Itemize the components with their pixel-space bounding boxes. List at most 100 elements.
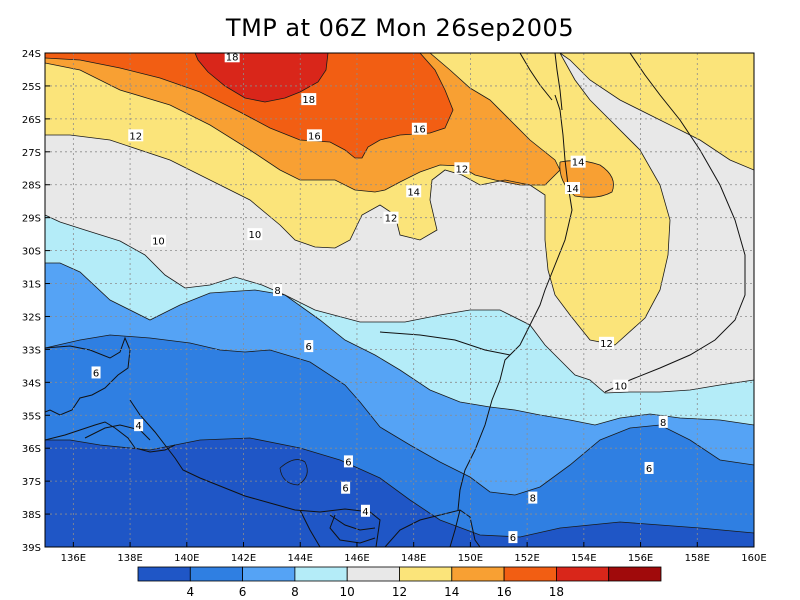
contour-label-bg xyxy=(644,461,654,474)
y-tick-label: 31S xyxy=(22,280,41,291)
contour-label-bg xyxy=(306,129,322,142)
contour-fill-band xyxy=(45,53,754,170)
x-tick-label: 158E xyxy=(685,553,710,564)
contour-label-bg xyxy=(383,211,399,224)
contour-label-bg xyxy=(273,284,283,297)
contour-line xyxy=(45,53,454,159)
coastline-path xyxy=(84,424,151,441)
contour-line xyxy=(194,53,329,103)
x-tick-label: 150E xyxy=(458,553,483,564)
colorbar-tick-label: 16 xyxy=(496,585,511,599)
contour-label: 12 xyxy=(456,164,469,175)
y-tick-label: 34S xyxy=(22,378,41,389)
y-tick-label: 35S xyxy=(22,411,41,422)
y-tick-label: 39S xyxy=(22,543,41,554)
contour-label-bg xyxy=(508,531,518,544)
y-tick-label: 38S xyxy=(22,510,41,521)
contour-label: 6 xyxy=(510,533,516,544)
colorbar: 4 6 8 10 12 14 16 18 xyxy=(137,566,662,599)
contour-label: 12 xyxy=(600,339,613,350)
x-tick-label: 144E xyxy=(288,553,313,564)
contour-label-bg xyxy=(91,366,101,379)
coastline-path xyxy=(129,399,381,547)
colorbar-tick-label: 12 xyxy=(392,585,407,599)
x-tick-label: 152E xyxy=(514,553,539,564)
contour-line xyxy=(45,214,754,394)
coastline xyxy=(45,53,746,547)
y-tick-label: 36S xyxy=(22,444,41,455)
colorbar-tick-label: 4 xyxy=(186,585,194,599)
y-axis: 24S 25S 26S 27S 28S 29S 30S 31S 32S 33S 34S 35S 36S 3… xyxy=(22,49,50,554)
colorbar-segment xyxy=(399,566,453,582)
contour-label: 14 xyxy=(572,158,585,169)
contour-fills xyxy=(45,53,754,547)
contour-label-bg xyxy=(247,228,263,241)
contour-label-bg xyxy=(528,491,538,504)
contour-label: 6 xyxy=(345,457,351,468)
contour-label: 6 xyxy=(342,484,348,495)
contour-label: 6 xyxy=(306,342,312,353)
x-tick-label: 142E xyxy=(231,553,256,564)
y-tick-label: 28S xyxy=(22,181,41,192)
colorbar-segment xyxy=(242,566,296,582)
contour-lines xyxy=(45,53,754,538)
contour-line xyxy=(45,53,671,346)
y-tick-label: 37S xyxy=(22,477,41,488)
coastline-path xyxy=(554,53,563,111)
chart-title: TMP at 06Z Mon 26sep2005 xyxy=(225,14,575,42)
y-tick-label: 30S xyxy=(22,247,41,258)
y-tick-label: 26S xyxy=(22,115,41,126)
y-tick-label: 29S xyxy=(22,214,41,225)
contour-label: 4 xyxy=(135,421,141,432)
x-tick-label: 138E xyxy=(117,553,142,564)
x-axis: 136E 138E 140E 142E 144E 146E 148E 150E 152E 154E… xyxy=(61,542,767,564)
x-tick-label: 140E xyxy=(174,553,199,564)
colorbar-segment xyxy=(346,566,400,582)
colorbar-tick-label: 14 xyxy=(444,585,459,599)
contour-line xyxy=(559,53,754,171)
contour-label-bg xyxy=(304,340,314,353)
contour-label-bg xyxy=(343,455,353,468)
contour-label: 6 xyxy=(646,464,652,475)
contour-label: 14 xyxy=(566,184,579,195)
contour-line xyxy=(45,437,754,538)
y-tick-label: 24S xyxy=(22,49,41,60)
coastline-path xyxy=(329,514,376,544)
contour-label-bg xyxy=(134,419,144,432)
x-tick-label: 156E xyxy=(628,553,653,564)
contour-label: 12 xyxy=(385,214,398,225)
contour-label-bg xyxy=(570,155,586,168)
contour-label: 10 xyxy=(614,382,627,393)
coastline-path xyxy=(329,514,376,531)
contour-label-bg xyxy=(128,129,144,142)
contour-label-bg xyxy=(658,415,668,428)
colorbar-segment xyxy=(294,566,348,582)
x-tick-label: 148E xyxy=(401,553,426,564)
contour-label: 16 xyxy=(413,125,426,136)
contour-label-bg xyxy=(406,185,422,198)
coastline-path xyxy=(299,509,321,547)
contour-line xyxy=(279,459,308,486)
coastline-path xyxy=(604,53,746,393)
contour-line xyxy=(45,334,754,496)
coastline-path xyxy=(384,509,481,547)
contour-label: 12 xyxy=(129,131,142,142)
colorbar-tick-label: 18 xyxy=(549,585,564,599)
x-tick-label: 154E xyxy=(571,553,596,564)
colorbar-segment xyxy=(137,566,191,582)
contour-label: 8 xyxy=(660,418,666,429)
contour-label-bg xyxy=(564,182,580,195)
coastline-path xyxy=(457,94,573,511)
colorbar-tick-label: 8 xyxy=(291,585,299,599)
contour-label-bg xyxy=(360,504,370,517)
contour-label: 10 xyxy=(152,237,165,248)
x-tick-label: 146E xyxy=(344,553,369,564)
contour-label: 8 xyxy=(274,286,280,297)
contour-label-bg xyxy=(411,122,427,135)
colorbar-segment xyxy=(451,566,505,582)
contour-label: 16 xyxy=(308,131,321,142)
contour-label: 18 xyxy=(302,95,315,106)
y-tick-label: 32S xyxy=(22,312,41,323)
contour-label-bg xyxy=(301,93,317,106)
plot-frame xyxy=(44,52,755,548)
